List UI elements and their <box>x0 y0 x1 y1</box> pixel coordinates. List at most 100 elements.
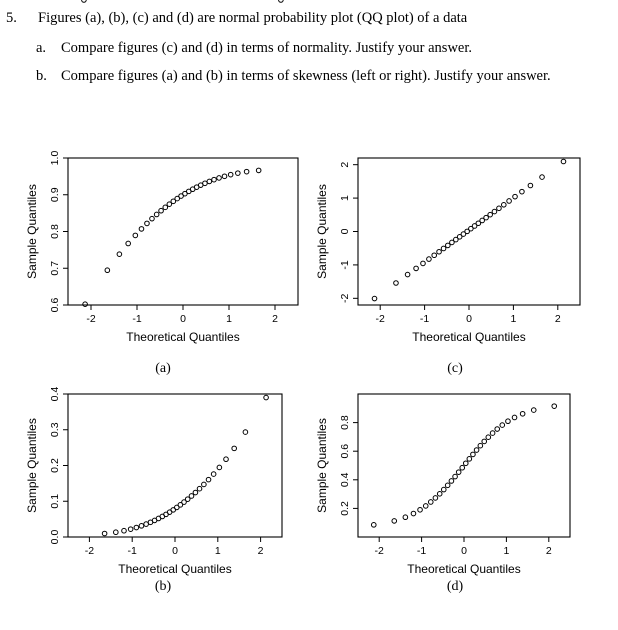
y-tick-label: 0.9 <box>49 187 61 202</box>
x-tick-label: 2 <box>258 545 264 557</box>
data-point <box>125 240 131 247</box>
data-point <box>459 464 466 471</box>
data-point <box>436 248 442 255</box>
data-point <box>470 451 476 458</box>
data-point <box>440 245 447 252</box>
data-point <box>149 215 155 222</box>
data-point <box>512 193 518 200</box>
x-axis-label: Theoretical Quantiles <box>407 562 520 576</box>
data-point <box>113 529 119 536</box>
y-tick-label: 1 <box>339 195 351 201</box>
data-point <box>192 489 199 496</box>
data-point <box>81 0 87 3</box>
data-point <box>485 434 492 440</box>
data-point <box>479 217 485 224</box>
data-point <box>432 495 439 501</box>
data-point <box>473 447 480 453</box>
data-point <box>475 220 482 227</box>
data-point <box>210 471 217 477</box>
data-point <box>489 430 496 436</box>
data-point <box>487 211 493 218</box>
data-point <box>483 214 489 221</box>
data-point <box>370 522 377 528</box>
y-tick-label: 2 <box>339 162 351 168</box>
data-point <box>560 158 567 165</box>
part-b-text: Compare figures (a) and (b) in terms of … <box>61 68 551 84</box>
data-point <box>188 493 195 499</box>
data-point <box>101 530 108 537</box>
figure-caption: (b) <box>155 579 172 594</box>
qq-plot-c: -2 -1 0 1 2 -2 -1 0 1 2 Theoretical Quantiles Sampl… <box>315 157 581 376</box>
data-point <box>184 496 191 502</box>
data-point <box>242 429 249 435</box>
data-point <box>153 211 160 218</box>
data-point <box>162 204 169 211</box>
figure-caption: (c) <box>447 361 463 376</box>
data-point <box>173 504 180 511</box>
plot-frame <box>67 393 283 538</box>
y-tick-label: 0.3 <box>49 422 61 437</box>
data-point <box>468 225 474 232</box>
data-point <box>499 422 506 428</box>
data-point <box>138 523 145 529</box>
data-point <box>440 486 447 493</box>
data-point <box>464 228 470 235</box>
data-point <box>127 526 134 532</box>
x-tick-label: 1 <box>215 545 221 557</box>
y-tick-label: 0.1 <box>49 494 61 509</box>
data-point <box>426 256 432 262</box>
qq-plot-a: -2 -1 0 1 2 0.6 0.7 0.8 0.9 1.0 Theoretical Quanti… <box>25 0 299 376</box>
data-point <box>511 414 518 421</box>
data-point <box>455 469 462 475</box>
data-point <box>202 180 208 187</box>
data-point <box>82 301 88 307</box>
data-point <box>422 503 429 509</box>
data-point <box>452 473 458 480</box>
y-tick-label: 0.7 <box>49 261 61 276</box>
data-point <box>420 260 426 267</box>
x-tick-label: 2 <box>555 313 561 325</box>
part-b-label: b. <box>36 68 47 84</box>
data-point <box>263 394 269 401</box>
data-point <box>519 410 526 417</box>
data-point <box>181 499 187 505</box>
data-point <box>177 502 184 508</box>
plot-frame <box>357 393 571 538</box>
data-point <box>494 426 501 432</box>
data-point <box>402 514 409 521</box>
data-point <box>170 198 177 205</box>
data-point <box>235 170 241 176</box>
data-point <box>448 478 455 484</box>
data-point <box>371 295 378 302</box>
x-tick-label: -1 <box>420 313 429 325</box>
data-point <box>116 251 123 257</box>
part-a-label: a. <box>36 40 47 56</box>
x-tick-label: 0 <box>172 545 178 557</box>
figure-caption: (d) <box>447 579 464 594</box>
data-point <box>158 207 164 214</box>
data-point <box>551 403 558 409</box>
data-point <box>496 205 502 212</box>
data-point <box>206 178 213 185</box>
y-tick-label: 0.6 <box>339 444 351 459</box>
data-point <box>278 0 284 3</box>
data-point <box>466 456 473 462</box>
data-point <box>449 239 455 246</box>
data-point <box>223 456 229 463</box>
y-tick-label: -2 <box>339 293 351 302</box>
data-point <box>201 481 207 488</box>
data-point <box>471 223 478 229</box>
x-tick-label: -1 <box>128 545 137 557</box>
data-point <box>436 491 443 497</box>
data-point <box>527 182 534 189</box>
x-tick-label: -2 <box>86 313 95 325</box>
y-tick-label: 0.8 <box>49 224 61 239</box>
data-point <box>174 195 181 202</box>
data-point <box>477 442 484 449</box>
data-point <box>404 271 411 278</box>
y-tick-label: 0.4 <box>339 472 351 487</box>
y-tick-label: 0.2 <box>339 501 351 516</box>
x-tick-label: 2 <box>272 313 278 325</box>
data-point <box>445 242 451 249</box>
data-point <box>144 220 150 227</box>
